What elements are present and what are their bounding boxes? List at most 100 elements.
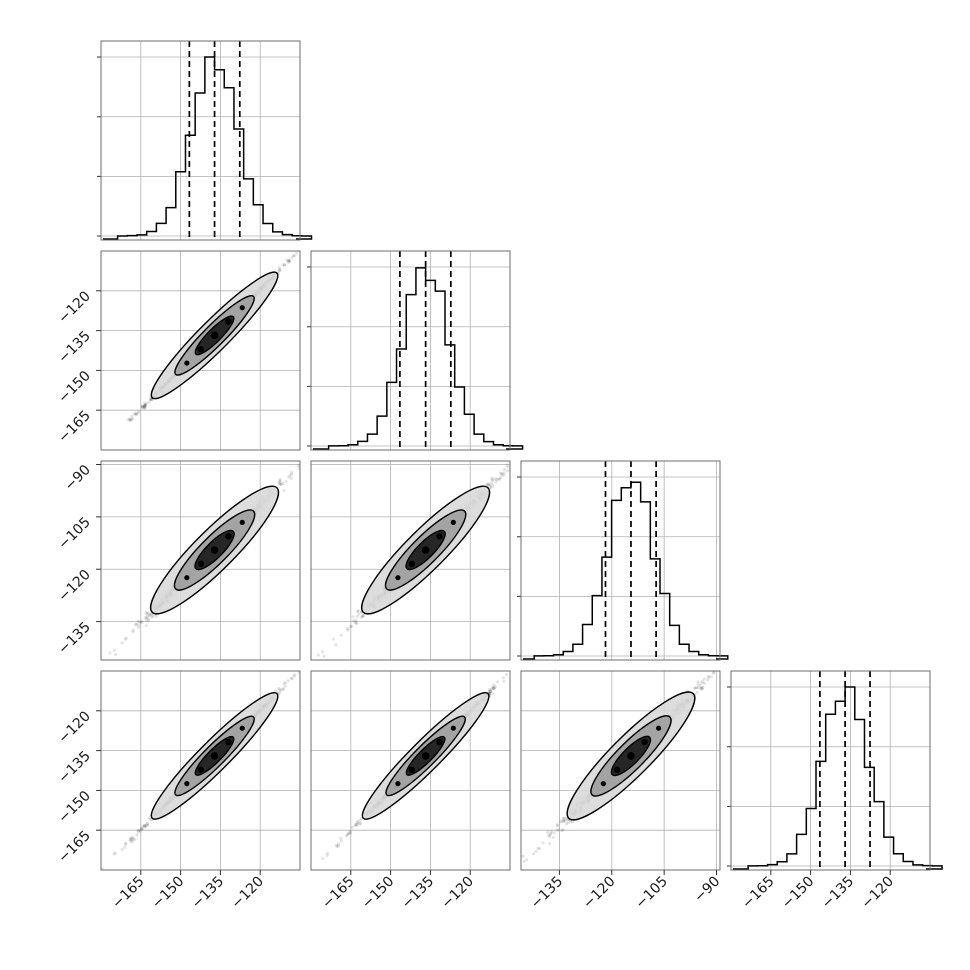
scatter-point <box>278 478 282 482</box>
scatter-point <box>487 483 491 487</box>
scatter-point <box>283 681 287 685</box>
histogram-panel-2 <box>517 460 729 661</box>
scatter-point <box>290 256 294 260</box>
scatter-point <box>354 618 358 622</box>
scatter-point <box>351 619 355 623</box>
scatter-point <box>551 835 556 840</box>
scatter-point <box>143 403 147 407</box>
scatter-point <box>546 830 550 834</box>
scatter-point <box>509 468 510 472</box>
scatter-point <box>277 691 282 695</box>
scatter-point <box>141 404 145 408</box>
scatter-point <box>278 482 282 486</box>
scatter-point <box>283 263 287 267</box>
scatter-point <box>316 653 320 657</box>
scatter-point <box>135 833 139 837</box>
density-blob-2-0-2 <box>210 546 219 554</box>
density-blob-2-1-1 <box>408 560 415 568</box>
density-blob-3-0-0 <box>184 781 190 787</box>
scatter-point <box>113 851 117 855</box>
scatter-point <box>281 263 285 267</box>
scatter-point <box>517 454 520 457</box>
scatter-point <box>354 620 358 625</box>
scatter-point <box>321 856 325 861</box>
scatter-point <box>322 654 326 659</box>
scatter-point <box>356 820 360 825</box>
density-blob-2-0-0 <box>184 575 190 581</box>
scatter-point <box>491 687 495 691</box>
scatter-point <box>281 481 285 485</box>
scatter-point <box>140 827 144 831</box>
scatter-point <box>288 259 292 263</box>
histogram-step-line-1 <box>313 267 524 450</box>
scatter-point <box>134 622 138 627</box>
scatter-point <box>285 258 289 262</box>
scatter-point <box>130 837 134 841</box>
scatter-point <box>571 820 575 824</box>
scatter-point <box>533 645 536 648</box>
scatter-point <box>348 829 352 833</box>
density-blob-3-0-1 <box>197 766 204 773</box>
scatter-point <box>358 818 362 822</box>
scatter-point <box>144 618 148 622</box>
density-blob-2-0-1 <box>197 560 204 568</box>
scatter-point <box>130 840 134 844</box>
scatter-point <box>563 819 568 823</box>
scatter-point <box>148 613 152 617</box>
histogram-step-line-2 <box>523 481 729 660</box>
scatter-point <box>142 404 146 409</box>
scatter-point <box>143 406 147 410</box>
scatter-point <box>495 680 500 684</box>
density-blob-3-0-3 <box>225 738 232 746</box>
scatter-point <box>354 822 358 827</box>
scatter-point <box>283 684 288 688</box>
scatter-point <box>128 419 132 423</box>
scatter-point <box>287 259 291 263</box>
scatter-point <box>502 471 506 475</box>
scatter-point <box>149 397 153 401</box>
scatter-point <box>127 417 131 421</box>
scatter-point <box>123 637 127 641</box>
scatter-point <box>511 465 514 468</box>
scatter-point <box>141 406 145 410</box>
scatter-point <box>506 469 510 473</box>
scatter-point <box>289 676 293 680</box>
scatter-point <box>336 844 340 848</box>
scatter-point <box>124 842 128 847</box>
scatter-point <box>132 412 136 416</box>
scatter-point <box>497 477 501 481</box>
scatter-point <box>146 611 150 615</box>
scatter-point <box>145 822 149 827</box>
density-blob-3-0-4 <box>239 725 245 731</box>
scatter-point <box>699 686 703 691</box>
scatter-inner-3-0 <box>101 671 300 870</box>
scatter-point <box>351 615 355 619</box>
scatter-point <box>136 830 140 834</box>
scatter-point <box>362 613 366 618</box>
scatter-point <box>145 401 149 405</box>
histogram-step-line-0 <box>103 56 313 240</box>
scatter-point <box>286 258 291 263</box>
scatter-point <box>281 687 286 691</box>
scatter-point <box>145 821 149 826</box>
scatter-point <box>331 637 335 641</box>
scatter-point <box>108 651 112 655</box>
scatter-point <box>150 615 154 619</box>
scatter-point <box>112 852 116 856</box>
scatter-point <box>491 484 495 488</box>
scatter-point <box>346 627 350 631</box>
scatter-frame-2-0 <box>100 460 301 661</box>
scatter-point <box>277 481 281 485</box>
histogram-panel-3 <box>727 670 943 871</box>
scatter-panel-2-1 <box>310 454 520 661</box>
scatter-point <box>506 465 510 469</box>
scatter-point <box>500 473 504 477</box>
scatter-point <box>287 475 291 479</box>
scatter-point <box>147 816 151 820</box>
scatter-point <box>138 620 142 624</box>
scatter-point <box>142 401 146 405</box>
scatter-point <box>143 405 147 409</box>
scatter-frame-3-0 <box>100 670 301 871</box>
scatter-point <box>148 613 152 617</box>
scatter-point <box>145 616 149 620</box>
